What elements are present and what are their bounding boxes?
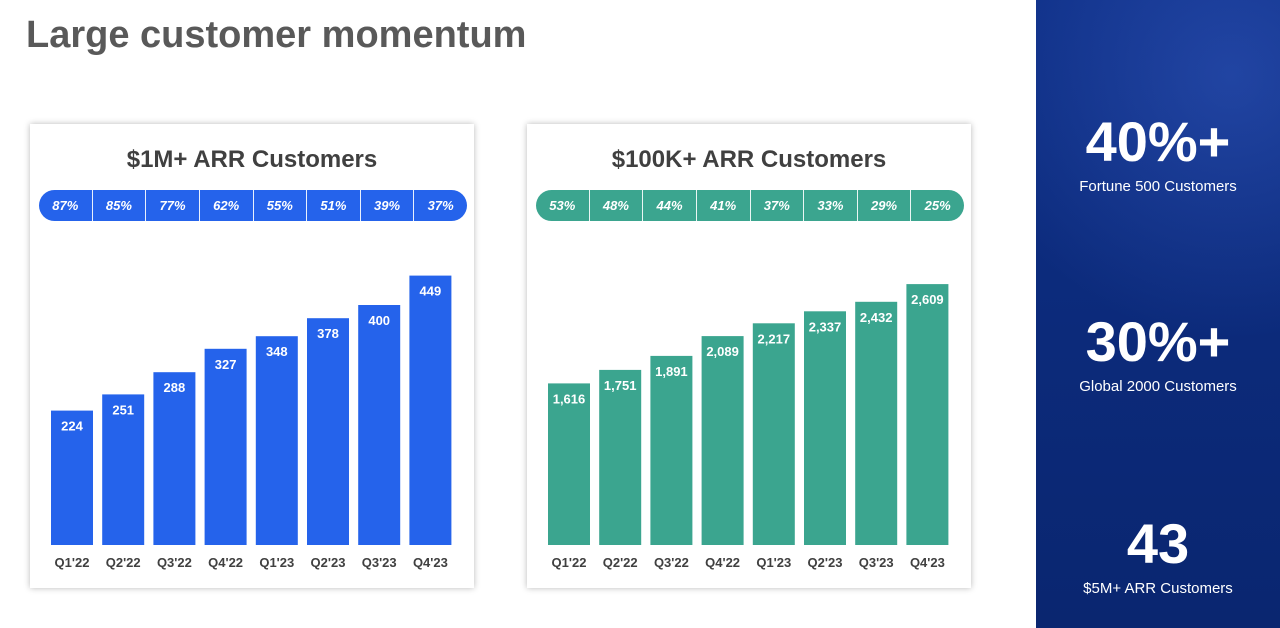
- bar: [255, 336, 298, 545]
- x-tick-label: Q3'22: [157, 555, 192, 570]
- growth-rate-label: 25%: [910, 190, 964, 221]
- growth-rate-label: 41%: [695, 190, 750, 221]
- growth-rate-label: 29%: [856, 190, 911, 221]
- bar: [307, 318, 349, 545]
- x-tick-label: Q4'23: [910, 555, 945, 570]
- bar-value-label: 2,432: [860, 310, 893, 325]
- bar: [51, 410, 93, 545]
- x-tick-label: Q1'22: [552, 555, 587, 570]
- bar: [804, 311, 846, 545]
- x-tick-label: Q3'23: [859, 555, 894, 570]
- bar: [102, 394, 145, 545]
- bar: [906, 284, 949, 545]
- stat-global-2000: 30%+ Global 2000 Customers: [1036, 310, 1280, 396]
- bar-value-label: 2,609: [911, 292, 944, 307]
- x-tick-label: Q2'23: [808, 555, 843, 570]
- growth-rate-label: 62%: [198, 190, 253, 221]
- growth-rate-label: 85%: [91, 190, 146, 221]
- bar-value-label: 378: [317, 326, 339, 341]
- growth-rate-label: 55%: [252, 190, 307, 221]
- bar-value-label: 348: [266, 344, 288, 359]
- bar-value-label: 327: [215, 357, 237, 372]
- x-tick-label: Q4'22: [705, 555, 740, 570]
- growth-rate-label: 48%: [588, 190, 643, 221]
- stat-value: 43: [1126, 512, 1190, 575]
- bar-value-label: 2,217: [758, 331, 791, 346]
- x-tick-label: Q2'22: [106, 555, 141, 570]
- bar-value-label: 1,616: [553, 391, 586, 406]
- bar: [409, 275, 452, 545]
- x-tick-label: Q3'23: [362, 555, 397, 570]
- growth-rate-label: 33%: [803, 190, 857, 221]
- stat-5m-arr: 43 $5M+ ARR Customers: [1036, 512, 1280, 598]
- x-tick-label: Q1'23: [756, 555, 791, 570]
- bar: [153, 372, 196, 545]
- bar-chart-1m-arr: 224 Q1'22 251 Q2'22 288 Q3'22 327 Q4'22 348 Q1'23…: [51, 275, 452, 570]
- x-tick-label: Q1'22: [55, 555, 90, 570]
- chart-card-1m-arr: $1M+ ARR Customers 87% 85% 77% 62% 55% 5…: [30, 124, 474, 588]
- stat-value: 30%+: [1085, 310, 1231, 373]
- x-tick-label: Q2'22: [603, 555, 638, 570]
- chart-title: $1M+ ARR Customers: [126, 146, 378, 173]
- x-tick-label: Q4'23: [413, 555, 448, 570]
- growth-rate-label: 87%: [52, 198, 79, 213]
- x-tick-label: Q4'22: [208, 555, 243, 570]
- growth-rate-label: 37%: [749, 190, 804, 221]
- x-tick-label: Q2'23: [311, 555, 346, 570]
- bar: [752, 323, 795, 545]
- growth-rate-label: 77%: [145, 190, 199, 221]
- bar-value-label: 2,089: [706, 344, 739, 359]
- bar: [701, 336, 744, 545]
- x-tick-label: Q1'23: [259, 555, 294, 570]
- stat-label: $5M+ ARR Customers: [1083, 580, 1233, 597]
- bar: [204, 348, 247, 545]
- stat-label: Global 2000 Customers: [1079, 378, 1237, 395]
- bar-value-label: 1,891: [655, 364, 688, 379]
- growth-rate-label: 51%: [306, 190, 360, 221]
- chart-title: $100K+ ARR Customers: [611, 146, 887, 173]
- bar-value-label: 251: [112, 402, 134, 417]
- bar: [855, 301, 898, 545]
- bar-value-label: 288: [164, 380, 186, 395]
- x-tick-label: Q3'22: [654, 555, 689, 570]
- highlights-panel: 40%+ Fortune 500 Customers 30%+ Global 2…: [1036, 0, 1280, 628]
- bar: [650, 355, 693, 545]
- growth-rate-label: 37%: [413, 190, 467, 221]
- stat-fortune-500: 40%+ Fortune 500 Customers: [1036, 110, 1280, 196]
- growth-rate-strip: 53% 48% 44% 41% 37% 33% 29% 25%: [536, 190, 964, 221]
- page-title: Large customer momentum: [26, 14, 527, 56]
- bar: [548, 383, 590, 545]
- bar-value-label: 449: [420, 284, 442, 299]
- chart-card-100k-arr: $100K+ ARR Customers 53% 48% 44% 41% 37%…: [527, 124, 971, 588]
- bar: [599, 369, 642, 545]
- growth-rate-strip: 87% 85% 77% 62% 55% 51% 39% 37%: [39, 190, 467, 221]
- stat-label: Fortune 500 Customers: [1079, 178, 1237, 195]
- bar-chart-100k-arr: 1,616 Q1'22 1,751 Q2'22 1,891 Q3'22 2,089 Q4'22…: [548, 284, 949, 570]
- bar-value-label: 2,337: [809, 319, 842, 334]
- bar-value-label: 400: [368, 313, 390, 328]
- bar-value-label: 1,751: [604, 378, 637, 393]
- growth-rate-label: 53%: [549, 198, 576, 213]
- stat-value: 40%+: [1085, 110, 1231, 173]
- growth-rate-label: 44%: [642, 190, 696, 221]
- growth-rate-label: 39%: [359, 190, 414, 221]
- bar: [358, 305, 401, 545]
- bar-value-label: 224: [61, 419, 83, 434]
